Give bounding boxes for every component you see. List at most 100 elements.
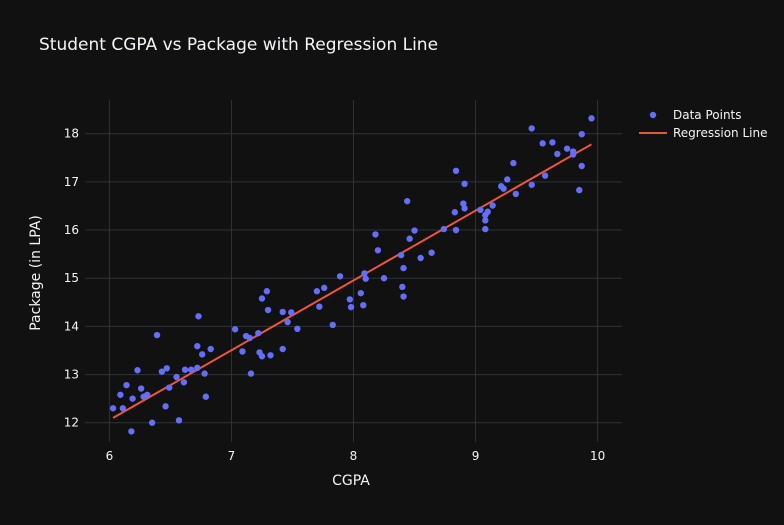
data-point[interactable] <box>255 329 262 337</box>
data-point[interactable] <box>461 180 468 188</box>
data-point[interactable] <box>477 206 484 214</box>
data-point[interactable] <box>239 348 246 355</box>
data-point[interactable] <box>374 247 382 254</box>
data-point[interactable] <box>563 145 571 152</box>
data-point[interactable] <box>357 289 365 297</box>
data-point[interactable] <box>452 167 460 175</box>
data-point[interactable] <box>158 368 166 375</box>
data-point[interactable] <box>247 370 255 377</box>
data-point[interactable] <box>482 225 489 233</box>
data-point[interactable] <box>246 334 253 342</box>
data-point[interactable] <box>451 209 458 216</box>
data-point[interactable] <box>482 217 489 224</box>
x-axis-title: CGPA <box>332 473 370 489</box>
data-point[interactable] <box>576 186 583 194</box>
data-point[interactable] <box>428 249 435 256</box>
data-point[interactable] <box>258 353 266 360</box>
data-point[interactable] <box>180 379 188 386</box>
data-point[interactable] <box>202 393 210 400</box>
data-point[interactable] <box>279 308 286 316</box>
data-point[interactable] <box>153 331 161 339</box>
data-point[interactable] <box>198 351 206 358</box>
data-point[interactable] <box>267 352 274 359</box>
data-point[interactable] <box>313 288 321 295</box>
data-point[interactable] <box>360 302 367 309</box>
data-point[interactable] <box>336 273 344 280</box>
data-point[interactable] <box>173 373 180 381</box>
data-point[interactable] <box>284 318 291 326</box>
data-point[interactable] <box>128 428 135 435</box>
data-point[interactable] <box>404 197 411 205</box>
data-point[interactable] <box>288 309 295 316</box>
data-point[interactable] <box>588 115 595 122</box>
y-tick-label: 16 <box>64 223 79 237</box>
data-point[interactable] <box>510 159 517 167</box>
data-point[interactable] <box>500 185 507 192</box>
data-point[interactable] <box>411 227 418 234</box>
data-point[interactable] <box>163 365 170 372</box>
data-point[interactable] <box>175 417 183 424</box>
data-point[interactable] <box>528 125 535 132</box>
data-point[interactable] <box>512 190 520 198</box>
data-point[interactable] <box>397 251 405 259</box>
data-point[interactable] <box>201 370 208 377</box>
data-point[interactable] <box>117 391 124 398</box>
data-point[interactable] <box>231 326 239 333</box>
data-point[interactable] <box>109 405 117 412</box>
data-point[interactable] <box>399 283 406 291</box>
data-point[interactable] <box>460 200 467 207</box>
data-point[interactable] <box>347 303 355 311</box>
data-point[interactable] <box>134 367 141 374</box>
legend-item-regression-line[interactable]: Regression Line <box>639 126 767 140</box>
data-point[interactable] <box>489 202 496 209</box>
data-point[interactable] <box>194 342 201 350</box>
data-point[interactable] <box>461 205 468 212</box>
data-point[interactable] <box>195 313 202 320</box>
data-point[interactable] <box>123 381 130 389</box>
data-point[interactable] <box>119 405 127 412</box>
data-point[interactable] <box>207 345 214 353</box>
data-point[interactable] <box>504 176 511 183</box>
data-point[interactable] <box>316 303 323 310</box>
data-point[interactable] <box>484 208 491 215</box>
data-point[interactable] <box>187 366 195 373</box>
data-point[interactable] <box>194 364 201 372</box>
data-point[interactable] <box>541 172 549 179</box>
data-point[interactable] <box>329 321 336 329</box>
data-point[interactable] <box>440 225 448 233</box>
data-point[interactable] <box>166 384 173 391</box>
data-point[interactable] <box>417 254 424 262</box>
data-point[interactable] <box>362 275 369 282</box>
data-point[interactable] <box>452 226 460 234</box>
data-point[interactable] <box>554 150 561 158</box>
data-point[interactable] <box>578 162 585 170</box>
data-point[interactable] <box>346 296 354 303</box>
data-point[interactable] <box>549 139 556 146</box>
data-point[interactable] <box>569 148 577 155</box>
data-point[interactable] <box>400 264 407 272</box>
data-point[interactable] <box>129 395 136 402</box>
x-tick-label: 9 <box>472 449 480 463</box>
data-point[interactable] <box>380 275 388 282</box>
data-point[interactable] <box>263 288 271 295</box>
data-point[interactable] <box>294 325 301 333</box>
data-point[interactable] <box>578 131 585 138</box>
data-point[interactable] <box>279 345 286 353</box>
data-point[interactable] <box>372 231 379 238</box>
data-point[interactable] <box>258 295 266 302</box>
data-point[interactable] <box>400 293 407 300</box>
data-point[interactable] <box>528 181 535 188</box>
data-point[interactable] <box>361 270 368 277</box>
data-point[interactable] <box>144 391 151 398</box>
data-point[interactable] <box>137 385 145 392</box>
legend-item-data-points[interactable]: Data Points <box>649 108 742 122</box>
data-point[interactable] <box>406 235 413 242</box>
data-point[interactable] <box>181 366 189 373</box>
data-point[interactable] <box>321 284 328 292</box>
y-tick-label: 15 <box>64 271 79 285</box>
data-point[interactable] <box>162 403 169 410</box>
data-point[interactable] <box>264 306 272 314</box>
data-point[interactable] <box>539 140 546 147</box>
data-point[interactable] <box>148 419 156 426</box>
legend[interactable]: Data Points Regression Line <box>639 108 767 140</box>
